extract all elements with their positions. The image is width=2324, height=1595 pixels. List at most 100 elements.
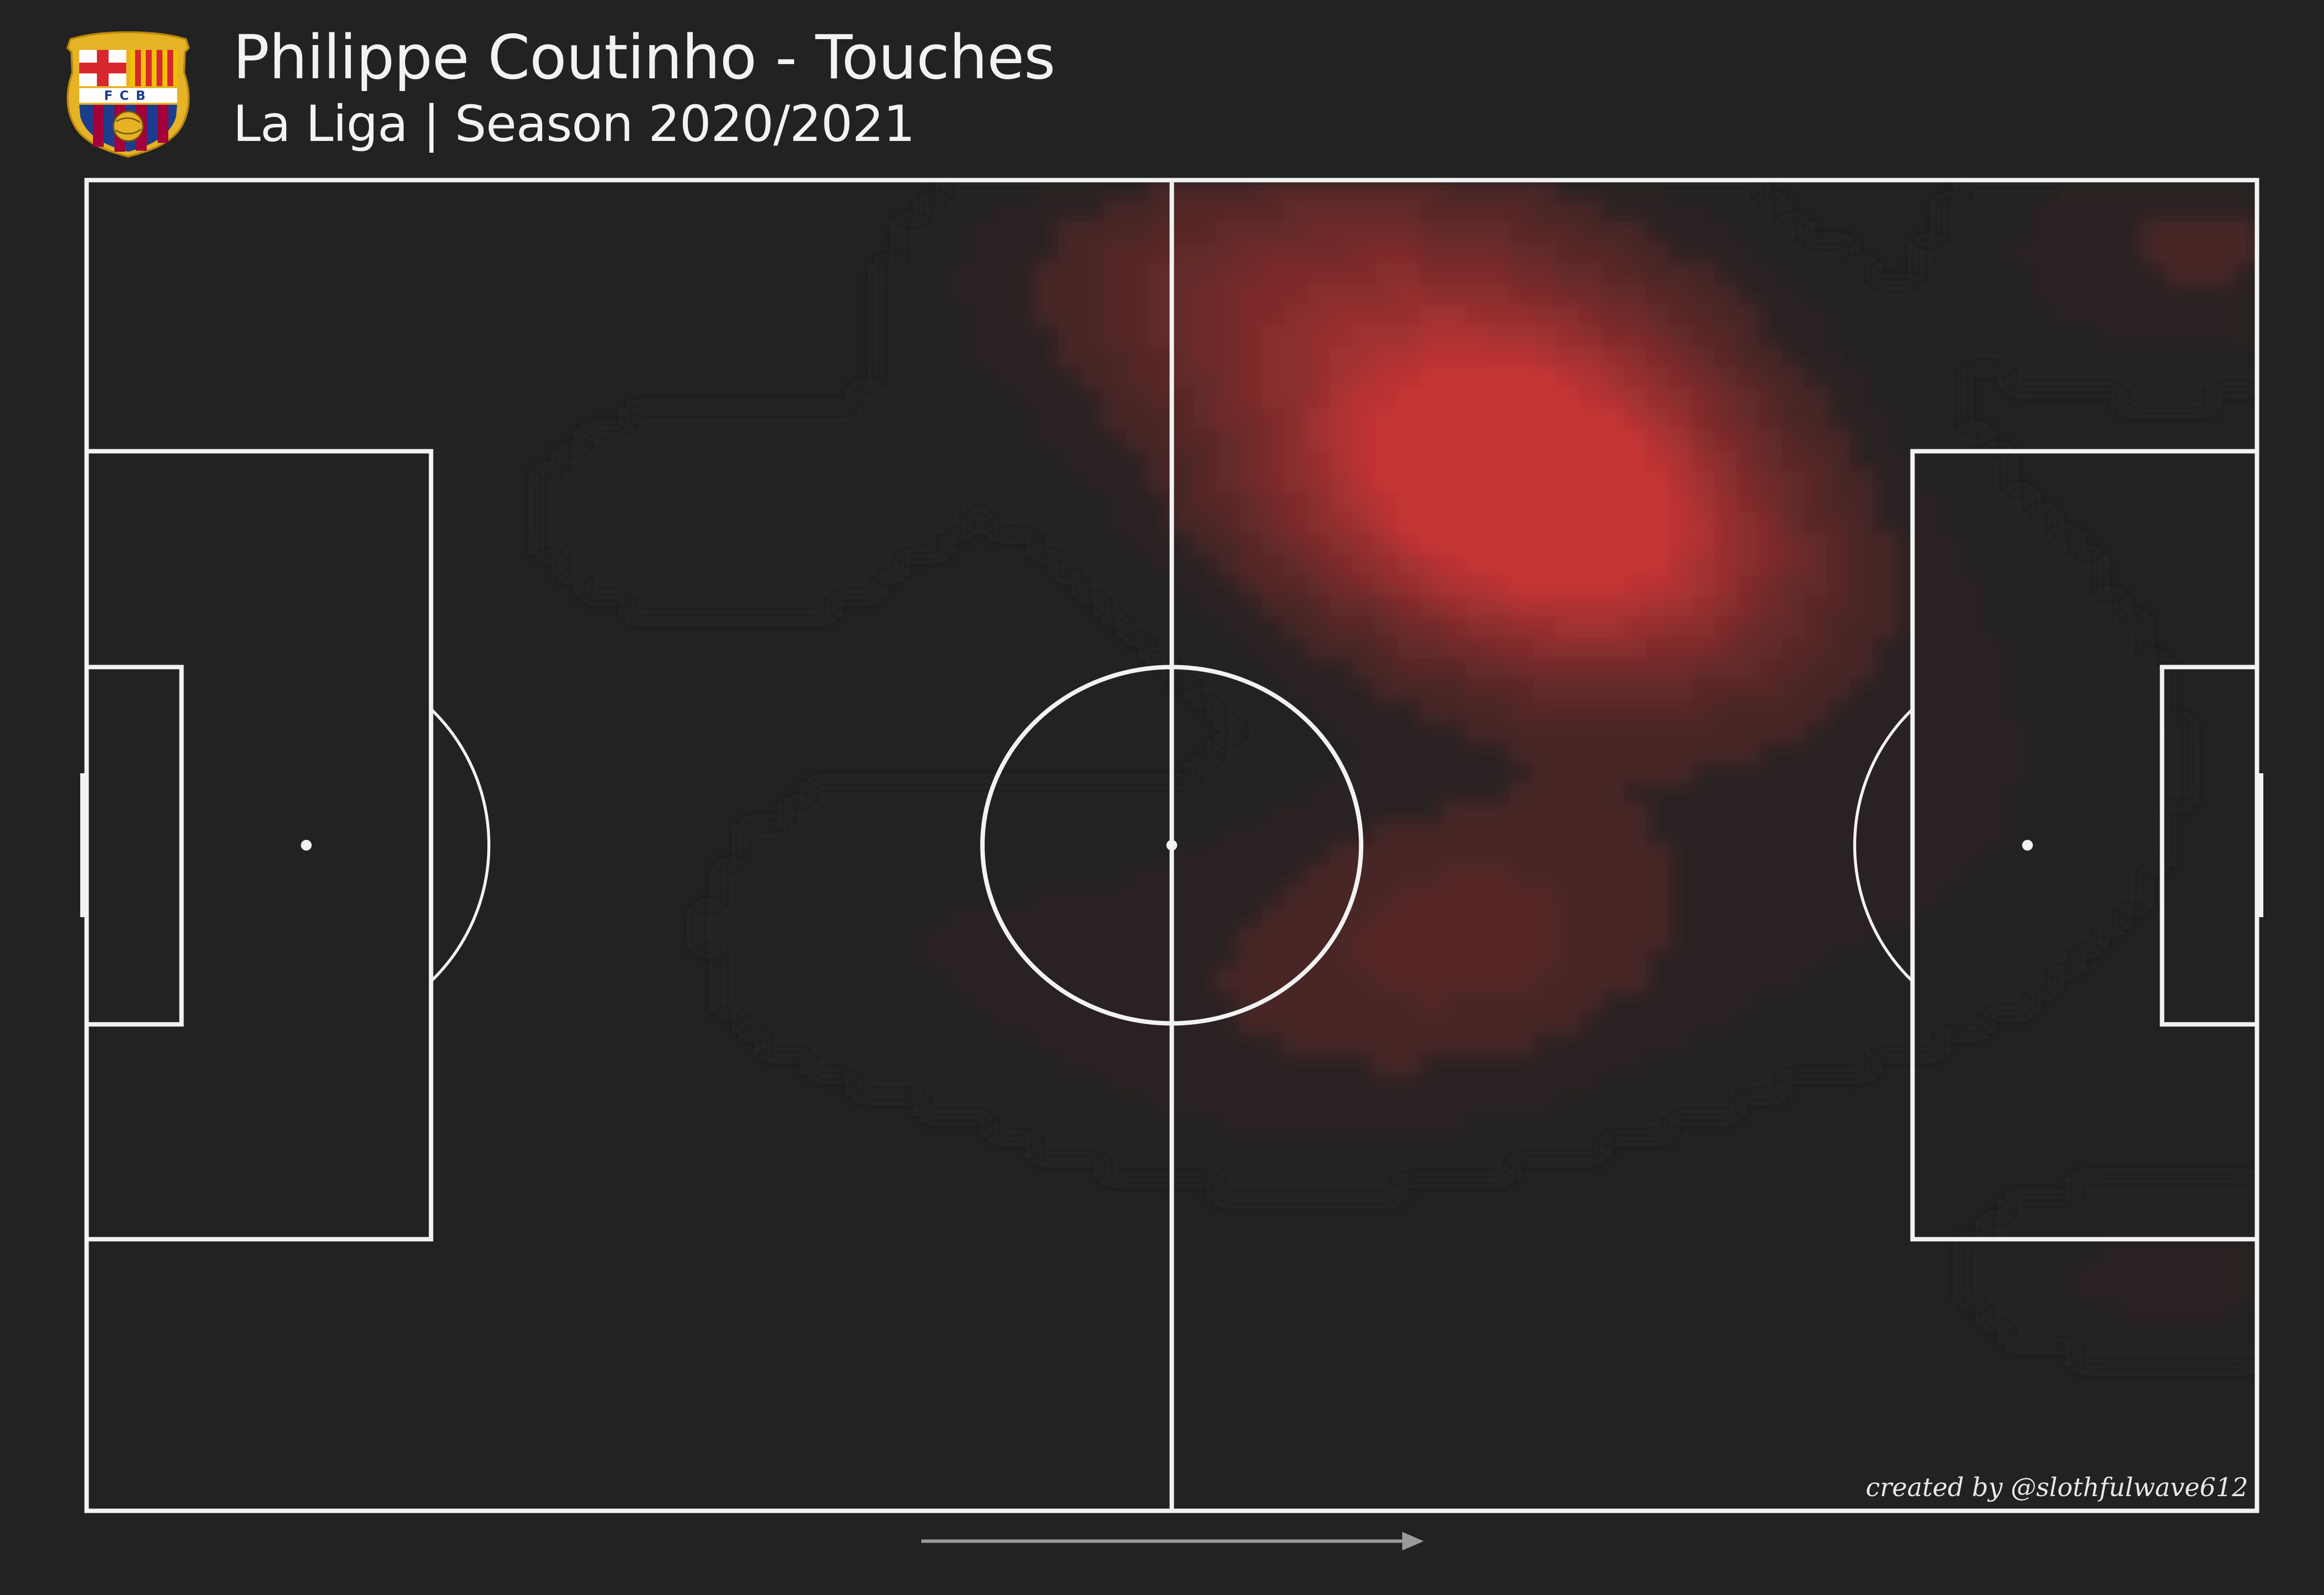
heatmap-cell xyxy=(1149,429,1172,451)
heatmap-cell xyxy=(719,907,743,929)
heatmap-cell xyxy=(584,533,607,555)
heatmap-cell xyxy=(1194,887,1217,908)
heatmap-cell xyxy=(1804,596,1828,617)
heatmap-cell xyxy=(1827,325,1850,347)
heatmap-cell xyxy=(1601,970,1624,992)
heatmap-cell xyxy=(2053,596,2076,617)
heatmap-cell xyxy=(538,471,562,492)
heatmap-cell xyxy=(1759,1074,1783,1095)
heatmap-cell xyxy=(2030,1323,2054,1345)
heatmap-cell xyxy=(1601,533,1624,555)
heatmap-cell xyxy=(1827,346,1850,368)
heatmap-cell xyxy=(2121,637,2144,659)
heatmap-cell xyxy=(2008,1323,2031,1345)
heatmap-cell xyxy=(1465,512,1489,534)
heatmap-cell xyxy=(2121,242,2144,264)
heatmap-cell xyxy=(1804,346,1828,368)
heatmap-cell xyxy=(1465,1011,1489,1033)
heatmap-cell xyxy=(1126,491,1150,513)
heatmap-cell xyxy=(1533,221,1556,243)
heatmap-cell xyxy=(1397,325,1421,347)
heatmap-cell xyxy=(1307,471,1330,492)
heatmap-cell xyxy=(1556,388,1579,409)
heatmap-cell xyxy=(1352,263,1376,284)
heatmap-cell xyxy=(1465,970,1489,992)
heatmap-cell xyxy=(877,1032,901,1054)
heatmap-cell xyxy=(1352,1157,1376,1179)
heatmap-cell xyxy=(1488,408,1511,430)
heatmap-cell xyxy=(1691,283,1715,305)
heatmap-cell xyxy=(832,491,856,513)
heatmap-cell xyxy=(1578,699,1602,721)
heatmap-cell xyxy=(1216,1094,1240,1116)
heatmap-cell xyxy=(1284,783,1308,804)
heatmap-cell xyxy=(1397,388,1421,409)
heatmap-cell xyxy=(719,970,743,992)
heatmap-cell xyxy=(742,928,765,950)
heatmap-cell xyxy=(990,1053,1014,1075)
heatmap-cell xyxy=(1691,180,1715,201)
heatmap-cell xyxy=(1872,596,1896,617)
heatmap-cell xyxy=(1375,221,1398,243)
heatmap-cell xyxy=(1578,429,1602,451)
heatmap-cell xyxy=(900,408,924,430)
heatmap-cell xyxy=(968,1053,991,1075)
heatmap-cell xyxy=(1669,367,1692,389)
heatmap-cell xyxy=(1962,679,1986,700)
heatmap-cell xyxy=(1488,242,1511,264)
heatmap-cell xyxy=(1058,783,1082,804)
heatmap-cell xyxy=(990,1032,1014,1054)
heatmap-cell xyxy=(1646,367,1670,389)
heatmap-cell xyxy=(1171,554,1195,576)
heatmap-cell xyxy=(2053,741,2076,763)
heatmap-cell xyxy=(1397,554,1421,576)
heatmap-cell xyxy=(2008,367,2031,389)
heatmap-cell xyxy=(1171,242,1195,264)
heatmap-cell xyxy=(2008,720,2031,742)
heatmap-cell xyxy=(2188,388,2212,409)
heatmap-cell xyxy=(810,575,833,597)
heatmap-cell xyxy=(2053,221,2076,243)
heatmap-cell xyxy=(1036,845,1059,867)
heatmap-cell xyxy=(1171,180,1195,201)
heatmap-cell xyxy=(2053,699,2076,721)
heatmap-cell xyxy=(1578,491,1602,513)
heatmap-cell xyxy=(1420,1053,1443,1075)
heatmap-cell xyxy=(764,471,788,492)
heatmap-cell xyxy=(651,533,675,555)
heatmap-cell xyxy=(1103,949,1127,971)
heatmap-cell xyxy=(1465,1032,1489,1054)
heatmap-cell xyxy=(2053,304,2076,326)
attack-direction-arrow xyxy=(921,1532,1424,1550)
heatmap-cell xyxy=(1352,429,1376,451)
heatmap-cell xyxy=(764,512,788,534)
heatmap-cell xyxy=(1736,180,1760,201)
heatmap-cell xyxy=(945,201,969,222)
heatmap-cell xyxy=(1985,907,2009,929)
heatmap-cell xyxy=(1601,783,1624,804)
heatmap-cell xyxy=(1940,471,1963,492)
heatmap-cell xyxy=(1262,325,1285,347)
heatmap-cell xyxy=(1443,928,1466,950)
heatmap-cell xyxy=(1804,283,1828,305)
heatmap-cell xyxy=(2121,1302,2144,1324)
heatmap-cell xyxy=(1013,201,1037,222)
heatmap-cell xyxy=(1149,866,1172,887)
heatmap-cell xyxy=(1917,658,1941,680)
heatmap-cell xyxy=(1646,1032,1670,1054)
heatmap-cell xyxy=(1149,887,1172,908)
heatmap-cell xyxy=(1375,346,1398,368)
heatmap-cell xyxy=(1284,991,1308,1012)
heatmap-cell xyxy=(2008,1240,2031,1262)
heatmap-cell xyxy=(1307,491,1330,513)
heatmap-cell xyxy=(1646,804,1670,825)
heatmap-cell xyxy=(1917,554,1941,576)
heatmap-cell xyxy=(1307,242,1330,264)
heatmap-cell xyxy=(1194,596,1217,617)
heatmap-cell xyxy=(1081,408,1104,430)
heatmap-cell xyxy=(1623,242,1647,264)
heatmap-cell xyxy=(1714,596,1737,617)
heatmap-cell xyxy=(1330,408,1353,430)
heatmap-cell xyxy=(1691,928,1715,950)
heatmap-cell xyxy=(1804,554,1828,576)
